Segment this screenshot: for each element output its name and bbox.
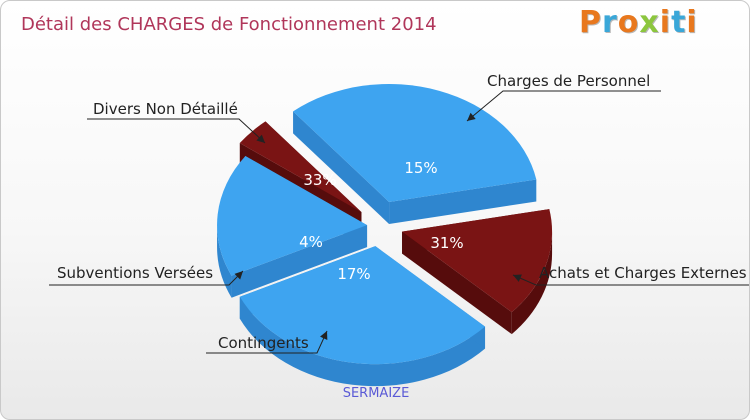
slice-category-label: Charges de Personnel [487,72,650,90]
logo-letter: P [579,5,602,40]
logo-letter: x [639,5,660,40]
pie-slice [239,121,362,213]
slice-category-label: Contingents [218,334,309,352]
leader-arrowhead [320,331,328,340]
pie-slice-edge [389,179,537,224]
leader-arrowhead [256,134,265,143]
slice-percent-label: 17% [337,265,370,283]
chart-title: Détail des CHARGES de Fonctionnement 201… [21,14,437,35]
leader-arrowhead [234,271,243,280]
logo-letter: o [617,5,640,40]
commune-name: SERMAIZE [342,386,410,401]
slice-percent-label: 4% [299,233,323,251]
pie-slice-edge [293,111,390,224]
pie-slice-side [217,225,232,298]
logo-letter: r [602,5,618,40]
slice-percent-label: 33% [303,171,336,189]
leader-arrowhead [467,112,476,121]
leader-line [206,330,328,354]
pie-slice [239,246,486,365]
slice-category-label: Subventions Versées [57,264,213,282]
slice-category-label: Divers Non Détaillé [93,100,238,118]
logo-letter: t [671,5,687,40]
leader-arrowhead [513,274,522,282]
logo-letter: i [659,5,672,40]
pie-slice [217,156,368,276]
slice-percent-label: 15% [404,159,437,177]
pie-slice-side [239,296,486,387]
pie-slice [402,209,553,313]
pie-slice-edge [402,231,512,335]
leader-line [512,274,749,286]
slice-percent-label: 31% [430,234,463,252]
leader-line [466,90,661,122]
leader-line [87,118,266,144]
pie-slice-edge [231,225,368,298]
pie-slices [217,83,553,365]
slice-category-label: Achats et Charges Externes [539,264,747,282]
proxiti-logo: Proxiti [579,5,698,40]
logo-letter: i [686,5,698,40]
pie-slice-side [511,231,553,335]
